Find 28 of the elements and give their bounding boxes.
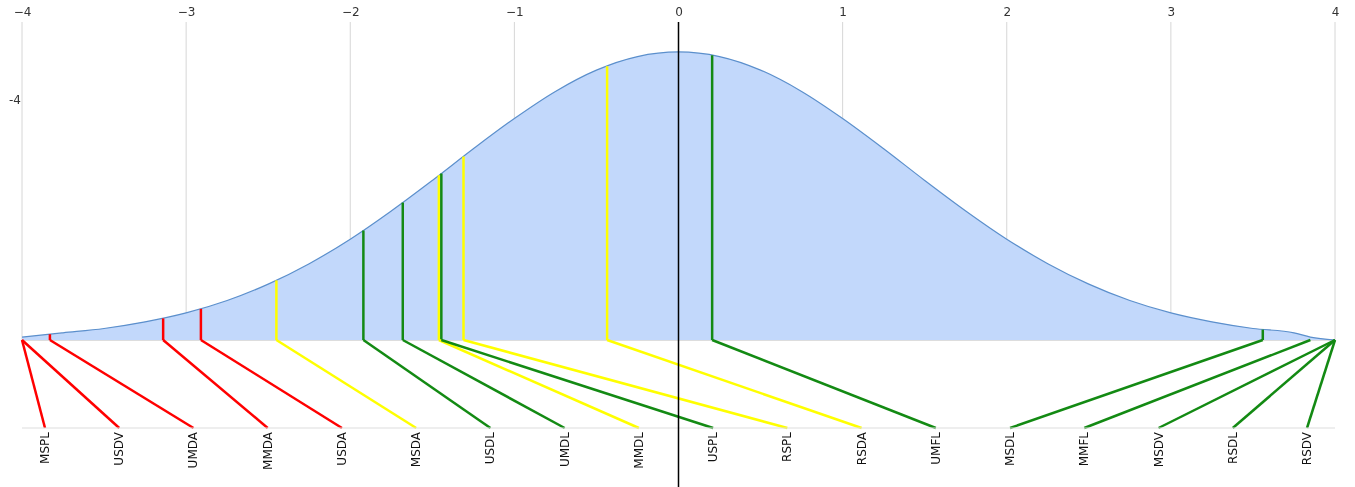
x-tick-label: 2 — [1003, 4, 1012, 19]
annotation: USDA — [334, 431, 349, 466]
x-tick-label: −2 — [341, 4, 360, 19]
annotation: USPL — [706, 431, 721, 463]
x-tick-label: −1 — [506, 4, 524, 19]
x-tick-label: 0 — [675, 4, 683, 19]
annotation: RSDV — [1300, 431, 1314, 466]
annotation: MSDV — [1151, 431, 1166, 468]
annotation: MSPL — [38, 431, 52, 464]
x-tick-label: 3 — [1167, 4, 1176, 19]
annotation: USDL — [483, 431, 498, 465]
x-tick-label: −3 — [177, 4, 196, 19]
annotation: RSPL — [780, 431, 795, 462]
annotation: UMDL — [557, 431, 572, 468]
annotation: MSDL — [1003, 431, 1018, 466]
annotation: RSDL — [1225, 431, 1240, 464]
text: -4 — [9, 93, 21, 107]
annotation: MMDL — [631, 431, 646, 469]
x-tick-label: 1 — [839, 4, 847, 19]
annotation: UMDA — [186, 431, 201, 469]
annotation: MSDA — [409, 431, 424, 468]
annotation: UMFL — [928, 431, 943, 465]
annotation: RSDA — [854, 431, 869, 466]
annotation: MMFL — [1077, 431, 1092, 467]
annotation: MMDA — [260, 431, 275, 470]
x-tick-label: 4 — [1331, 4, 1340, 19]
x-tick-label: −4 — [13, 4, 32, 19]
annotation: USDV — [112, 431, 127, 466]
